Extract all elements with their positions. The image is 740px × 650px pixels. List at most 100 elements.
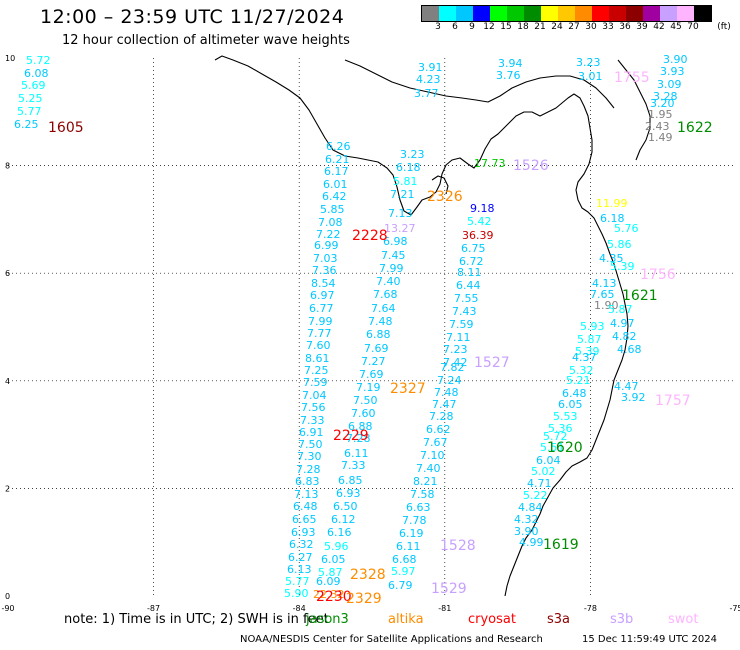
wave-height-value: 6.12 — [331, 513, 356, 526]
wave-height-value: 4.47 — [614, 380, 639, 393]
wave-height-value: 6.93 — [336, 487, 361, 500]
color-scale-tick: 18 — [517, 22, 529, 32]
wave-height-value: 7.59 — [449, 318, 474, 331]
wave-height-value: 6.68 — [392, 553, 417, 566]
map-axes: -90 -87 -84 -81 -78 -75 0 2 4 6 8 10 — [1, 54, 740, 613]
pass-time-label: 1620 — [547, 440, 583, 456]
wave-height-value: 7.67 — [423, 436, 448, 449]
pass-time-label: 1605 — [48, 120, 84, 136]
wave-height-value: 4.35 — [599, 252, 624, 265]
wave-height-value: 7.33 — [300, 414, 325, 427]
wave-height-value: 5.32 — [569, 364, 594, 377]
footer-timestamp: 15 Dec 11:59:49 UTC 2024 — [582, 634, 717, 645]
page-title: 12:00 – 23:59 UTC 11/27/2024 — [40, 6, 345, 28]
wave-height-value: 7.82 — [440, 361, 465, 374]
wave-height-value: 5.76 — [614, 222, 639, 235]
wave-height-value: 5.51 — [540, 441, 565, 454]
wave-height-value: 4.71 — [527, 477, 552, 490]
wave-height-value: 4.82 — [612, 330, 637, 343]
wave-height-value: 5.87 — [577, 333, 602, 346]
wave-height-value: 6.88 — [366, 328, 391, 341]
wave-height-value: 6.48 — [293, 500, 318, 513]
wave-height-value: 5.87 — [608, 303, 633, 316]
wave-height-value: 5.42 — [467, 215, 492, 228]
wave-height-value: 6.44 — [456, 279, 481, 292]
wave-height-value: 5.90 — [284, 587, 309, 600]
pass-time-label: 1528 — [440, 538, 476, 554]
wave-height-value: 5.39 — [610, 260, 635, 273]
pass-time-label: 2228 — [352, 228, 388, 244]
x-tick-label: -90 — [1, 604, 14, 613]
wave-height-value: 6.04 — [536, 454, 561, 467]
wave-height-value: 5.39 — [575, 345, 600, 358]
satellite-legend-s3b: s3b — [610, 612, 634, 627]
wave-height-value: 6.62 — [426, 423, 451, 436]
wave-height-value: 36.39 — [462, 229, 494, 242]
wave-height-value: 7.21 — [390, 188, 415, 201]
wave-height-value: 5.96 — [324, 540, 349, 553]
wave-height-value: 7.27 — [361, 355, 386, 368]
pass-time-label: 2326 — [427, 189, 463, 205]
wave-height-value: 7.22 — [316, 228, 341, 241]
color-scale-tick: 15 — [500, 22, 512, 32]
color-swatch — [422, 6, 439, 21]
wave-height-value: 3.91 — [418, 61, 443, 74]
y-tick-label: 2 — [5, 484, 10, 493]
color-scale-tick: 9 — [469, 22, 475, 32]
wave-height-value: 3.23 — [400, 148, 425, 161]
wave-height-value: 7.40 — [416, 462, 441, 475]
wave-height-value: 1.95 — [648, 108, 673, 121]
wave-height-value: 7.50 — [298, 438, 323, 451]
note-text: note: 1) Time is in UTC; 2) SWH is in fe… — [64, 612, 329, 627]
wave-height-value: 3.90 — [514, 525, 539, 538]
wave-height-value: 6.88 — [348, 420, 373, 433]
pass-time-label: 2327 — [390, 381, 426, 397]
wave-height-value: 6.19 — [399, 527, 424, 540]
color-scale-tick: 6 — [452, 22, 458, 32]
wave-height-value: 7.24 — [437, 374, 462, 387]
pass-time-label: 1526 — [513, 158, 549, 174]
wave-height-value: 8.54 — [311, 277, 336, 290]
wave-height-value: 7.04 — [302, 389, 327, 402]
satellite-legend-s3a: s3a — [547, 612, 571, 627]
wave-height-value: 6.26 — [326, 140, 351, 153]
wave-height-value: 7.36 — [312, 264, 337, 277]
wave-height-value: 9.18 — [470, 202, 495, 215]
wave-height-value: 6.79 — [388, 579, 413, 592]
wave-height-value: 6.27 — [288, 551, 313, 564]
wave-height-value: 3.76 — [496, 69, 521, 82]
wave-height-value: 5.93 — [580, 320, 605, 333]
color-scale-tick: 70 — [687, 22, 699, 32]
wave-height-value: 3.94 — [498, 57, 523, 70]
x-tick-label: -84 — [293, 604, 306, 613]
wave-height-value: 7.68 — [373, 288, 398, 301]
pass-time-label: 1529 — [431, 581, 467, 597]
color-scale-unit: (ft) — [717, 22, 731, 32]
satellite-tracks: 5.726.085.695.255.776.253.914.233.773.94… — [0, 0, 688, 601]
wave-height-value: 1.71 — [0, 0, 25, 3]
pass-time-label: 1622 — [677, 120, 713, 136]
wave-height-value: 6.18 — [396, 161, 421, 174]
wave-height-value: 3.77 — [414, 87, 439, 100]
wave-height-value: 5.22 — [523, 489, 548, 502]
color-swatch — [575, 6, 592, 21]
y-tick-label: 4 — [5, 377, 10, 386]
wave-height-value: 5.77 — [285, 575, 310, 588]
wave-height-value: 7.25 — [304, 364, 329, 377]
wave-height-value: 4.23 — [416, 73, 441, 86]
y-tick-label: 6 — [5, 269, 10, 278]
y-tick-label: 0 — [5, 592, 10, 601]
color-scale-tick: 42 — [653, 22, 665, 32]
pass-time-label: 2230 — [316, 589, 352, 605]
x-tick-label: -87 — [147, 604, 160, 613]
color-swatch — [660, 6, 677, 21]
wave-height-value: 8.21 — [413, 475, 438, 488]
wave-height-value: 7.64 — [371, 302, 396, 315]
wave-height-value: 17.73 — [474, 157, 506, 170]
pass-time-label: 1755 — [614, 70, 650, 86]
wave-height-value: 5.72 — [26, 54, 51, 67]
wave-height-value: 7.56 — [301, 401, 326, 414]
wave-height-value: 5.97 — [391, 565, 416, 578]
wave-height-value: 7.47 — [432, 398, 457, 411]
